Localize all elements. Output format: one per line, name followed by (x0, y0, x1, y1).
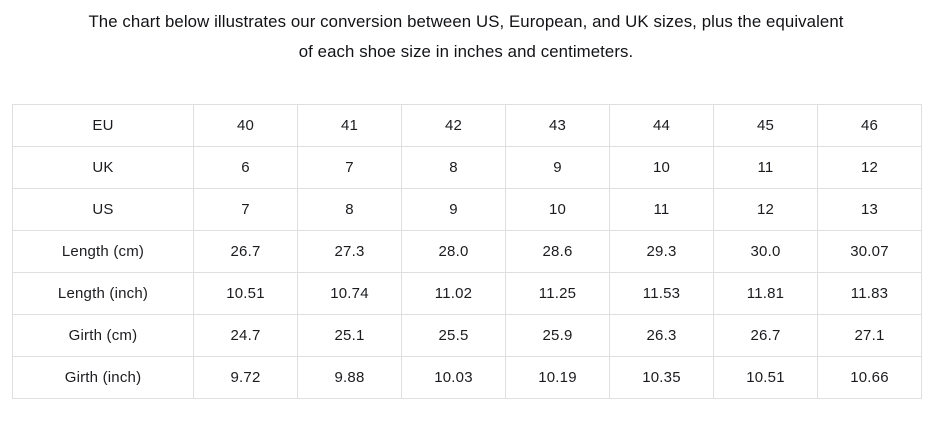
table-cell: 11 (713, 146, 818, 189)
table-row-us: US 7 8 9 10 11 12 13 (12, 188, 922, 231)
table-cell: 43 (505, 104, 610, 147)
table-cell: 40 (193, 104, 298, 147)
table-cell: 26.7 (713, 314, 818, 357)
table-cell: 44 (609, 104, 714, 147)
table-cell: 7 (297, 146, 402, 189)
table-cell: 42 (401, 104, 506, 147)
table-cell: 11.25 (505, 272, 610, 315)
table-cell: 27.1 (817, 314, 922, 357)
table-cell: 25.1 (297, 314, 402, 357)
row-label: Girth (inch) (12, 356, 194, 399)
table-cell: 9 (401, 188, 506, 231)
table-cell: 10.03 (401, 356, 506, 399)
table-cell: 12 (713, 188, 818, 231)
table-cell: 46 (817, 104, 922, 147)
table-cell: 10.51 (193, 272, 298, 315)
table-cell: 10.35 (609, 356, 714, 399)
table-cell: 11.81 (713, 272, 818, 315)
table-cell: 9 (505, 146, 610, 189)
table-row-girth-inch: Girth (inch) 9.72 9.88 10.03 10.19 10.35… (12, 356, 922, 399)
table-cell: 9.72 (193, 356, 298, 399)
table-row-length-cm: Length (cm) 26.7 27.3 28.0 28.6 29.3 30.… (12, 230, 922, 273)
table-cell: 30.0 (713, 230, 818, 273)
table-cell: 11.83 (817, 272, 922, 315)
table-body: EU 40 41 42 43 44 45 46 UK 6 7 8 9 10 11… (12, 104, 922, 399)
page-title-line2: of each shoe size in inches and centimet… (298, 42, 634, 61)
table-cell: 10.51 (713, 356, 818, 399)
table-cell: 26.3 (609, 314, 714, 357)
row-label: Length (cm) (12, 230, 194, 273)
table-row-uk: UK 6 7 8 9 10 11 12 (12, 146, 922, 189)
row-label: EU (12, 104, 194, 147)
table-cell: 11 (609, 188, 714, 231)
table-cell: 45 (713, 104, 818, 147)
table-row-girth-cm: Girth (cm) 24.7 25.1 25.5 25.9 26.3 26.7… (12, 314, 922, 357)
row-label: US (12, 188, 194, 231)
table-cell: 7 (193, 188, 298, 231)
size-conversion-table: EU 40 41 42 43 44 45 46 UK 6 7 8 9 10 11… (12, 104, 922, 399)
table-cell: 26.7 (193, 230, 298, 273)
table-cell: 29.3 (609, 230, 714, 273)
page-title: The chart below illustrates our conversi… (0, 0, 932, 67)
table-cell: 10.19 (505, 356, 610, 399)
table-cell: 12 (817, 146, 922, 189)
table-cell: 41 (297, 104, 402, 147)
table-cell: 28.6 (505, 230, 610, 273)
table-cell: 13 (817, 188, 922, 231)
table-cell: 10.66 (817, 356, 922, 399)
table-cell: 27.3 (297, 230, 402, 273)
table-cell: 6 (193, 146, 298, 189)
table-row-length-inch: Length (inch) 10.51 10.74 11.02 11.25 11… (12, 272, 922, 315)
table-cell: 28.0 (401, 230, 506, 273)
table-cell: 25.5 (401, 314, 506, 357)
table-cell: 24.7 (193, 314, 298, 357)
table-cell: 25.9 (505, 314, 610, 357)
table-cell: 11.02 (401, 272, 506, 315)
table-cell: 8 (401, 146, 506, 189)
row-label: Length (inch) (12, 272, 194, 315)
table-cell: 10.74 (297, 272, 402, 315)
page-title-line1: The chart below illustrates our conversi… (88, 12, 844, 31)
table-cell: 9.88 (297, 356, 402, 399)
table-cell: 10 (505, 188, 610, 231)
table-cell: 11.53 (609, 272, 714, 315)
table-row-eu: EU 40 41 42 43 44 45 46 (12, 104, 922, 147)
table-cell: 10 (609, 146, 714, 189)
table-cell: 30.07 (817, 230, 922, 273)
row-label: UK (12, 146, 194, 189)
row-label: Girth (cm) (12, 314, 194, 357)
table-cell: 8 (297, 188, 402, 231)
